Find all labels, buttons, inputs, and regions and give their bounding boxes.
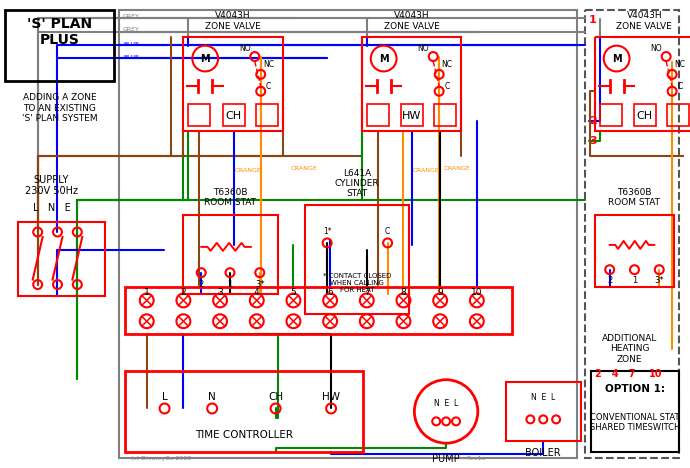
Text: ORANGE: ORANGE [235,168,262,173]
Bar [667,104,689,126]
Bar [256,104,277,126]
Text: 10: 10 [471,288,482,297]
Text: HW: HW [322,392,340,402]
Text: NC: NC [442,60,453,69]
Text: T6360B
ROOM STAT: T6360B ROOM STAT [204,188,256,207]
Text: * CONTACT CLOSED
WHEN CALLING
FOR HEAT: * CONTACT CLOSED WHEN CALLING FOR HEAT [323,272,391,292]
Bar [362,37,461,131]
Bar [184,37,282,131]
Text: 3: 3 [217,288,223,297]
Text: GREY: GREY [123,27,140,32]
Text: M: M [612,53,622,64]
Text: GREY: GREY [123,15,140,19]
Text: (c) DivorcyOz 2008: (c) DivorcyOz 2008 [131,455,191,461]
Bar [188,104,210,126]
Text: ADDING A ZONE
TO AN EXISTING
'S' PLAN SYSTEM: ADDING A ZONE TO AN EXISTING 'S' PLAN SY… [21,93,97,123]
Text: 4: 4 [254,288,259,297]
Text: BOILER: BOILER [526,448,561,458]
Text: 1: 1 [144,288,150,297]
Text: CH: CH [268,392,283,402]
Bar [506,382,581,441]
Text: 3: 3 [589,136,596,146]
Text: 10: 10 [649,369,663,379]
Text: 'S' PLAN
PLUS: 'S' PLAN PLUS [27,17,92,47]
Bar [591,371,679,452]
Text: NO: NO [417,44,429,53]
Text: V4043H
ZONE VALVE: V4043H ZONE VALVE [205,11,261,30]
Text: L641A
CYLINDER
STAT: L641A CYLINDER STAT [335,168,380,198]
Text: 8: 8 [401,288,406,297]
Text: 3*: 3* [255,280,264,289]
Text: M: M [200,53,210,64]
Text: 3*: 3* [654,276,664,285]
Text: OPTION 1:: OPTION 1: [605,384,665,394]
Text: C: C [385,227,391,235]
Text: ORANGE: ORANGE [444,166,471,171]
Text: 2: 2 [607,276,612,285]
Text: 2: 2 [199,280,204,289]
Text: 2   4   7: 2 4 7 [595,369,635,379]
Text: 1*: 1* [323,227,331,235]
Text: 1: 1 [228,280,233,289]
Text: 1: 1 [632,276,637,285]
Text: L: L [161,392,168,402]
Text: N  E  L: N E L [531,393,555,402]
Bar [18,222,105,296]
Text: C: C [678,82,682,91]
Bar [595,37,690,131]
Text: NO: NO [651,44,662,53]
Text: C: C [444,82,450,91]
Text: 9: 9 [437,288,443,297]
Text: C: C [266,82,271,91]
Bar [306,205,409,314]
Text: 5: 5 [290,288,296,297]
Text: 2: 2 [589,116,597,126]
Bar [125,371,363,452]
Text: SUPPLY
230V 50Hz: SUPPLY 230V 50Hz [25,175,78,196]
Text: 6: 6 [327,288,333,297]
Bar [367,104,388,126]
Text: CONVENTIONAL STAT
SHARED TIMESWITCH: CONVENTIONAL STAT SHARED TIMESWITCH [590,413,680,432]
Bar [184,215,277,294]
Text: V4043H
ZONE VALVE: V4043H ZONE VALVE [616,11,672,30]
Text: NO: NO [239,44,250,53]
Text: HW: HW [402,111,421,121]
Bar [595,215,674,286]
Bar [5,10,114,81]
Text: CH: CH [636,111,653,121]
Text: NC: NC [263,60,274,69]
Bar [585,10,679,458]
Text: 7: 7 [364,288,370,297]
Text: BLUE: BLUE [123,42,139,47]
Bar [635,104,656,126]
Text: 2: 2 [181,288,186,297]
Text: ORANGE: ORANGE [290,166,317,171]
Bar [223,104,245,126]
Text: NC: NC [675,60,686,69]
Text: ORANGE: ORANGE [413,168,440,173]
Text: T6360B
ROOM STAT: T6360B ROOM STAT [609,188,660,207]
Text: V4043H
ZONE VALVE: V4043H ZONE VALVE [384,11,440,30]
Bar [434,104,456,126]
Text: TIME CONTROLLER: TIME CONTROLLER [195,430,293,440]
Bar [402,104,423,126]
Bar [119,10,577,458]
Text: CH: CH [225,111,241,121]
Bar [125,286,511,334]
Text: Rev1a: Rev1a [466,455,485,461]
Bar [600,104,622,126]
Text: N  E  L: N E L [434,399,458,408]
Text: ADDITIONAL
HEATING
ZONE: ADDITIONAL HEATING ZONE [602,334,657,364]
Text: 1: 1 [589,15,597,25]
Text: N: N [208,392,216,402]
Text: M: M [379,53,388,64]
Text: PUMP: PUMP [433,454,460,464]
Text: BLUE: BLUE [123,55,139,60]
Text: L   N   E: L N E [32,203,70,213]
